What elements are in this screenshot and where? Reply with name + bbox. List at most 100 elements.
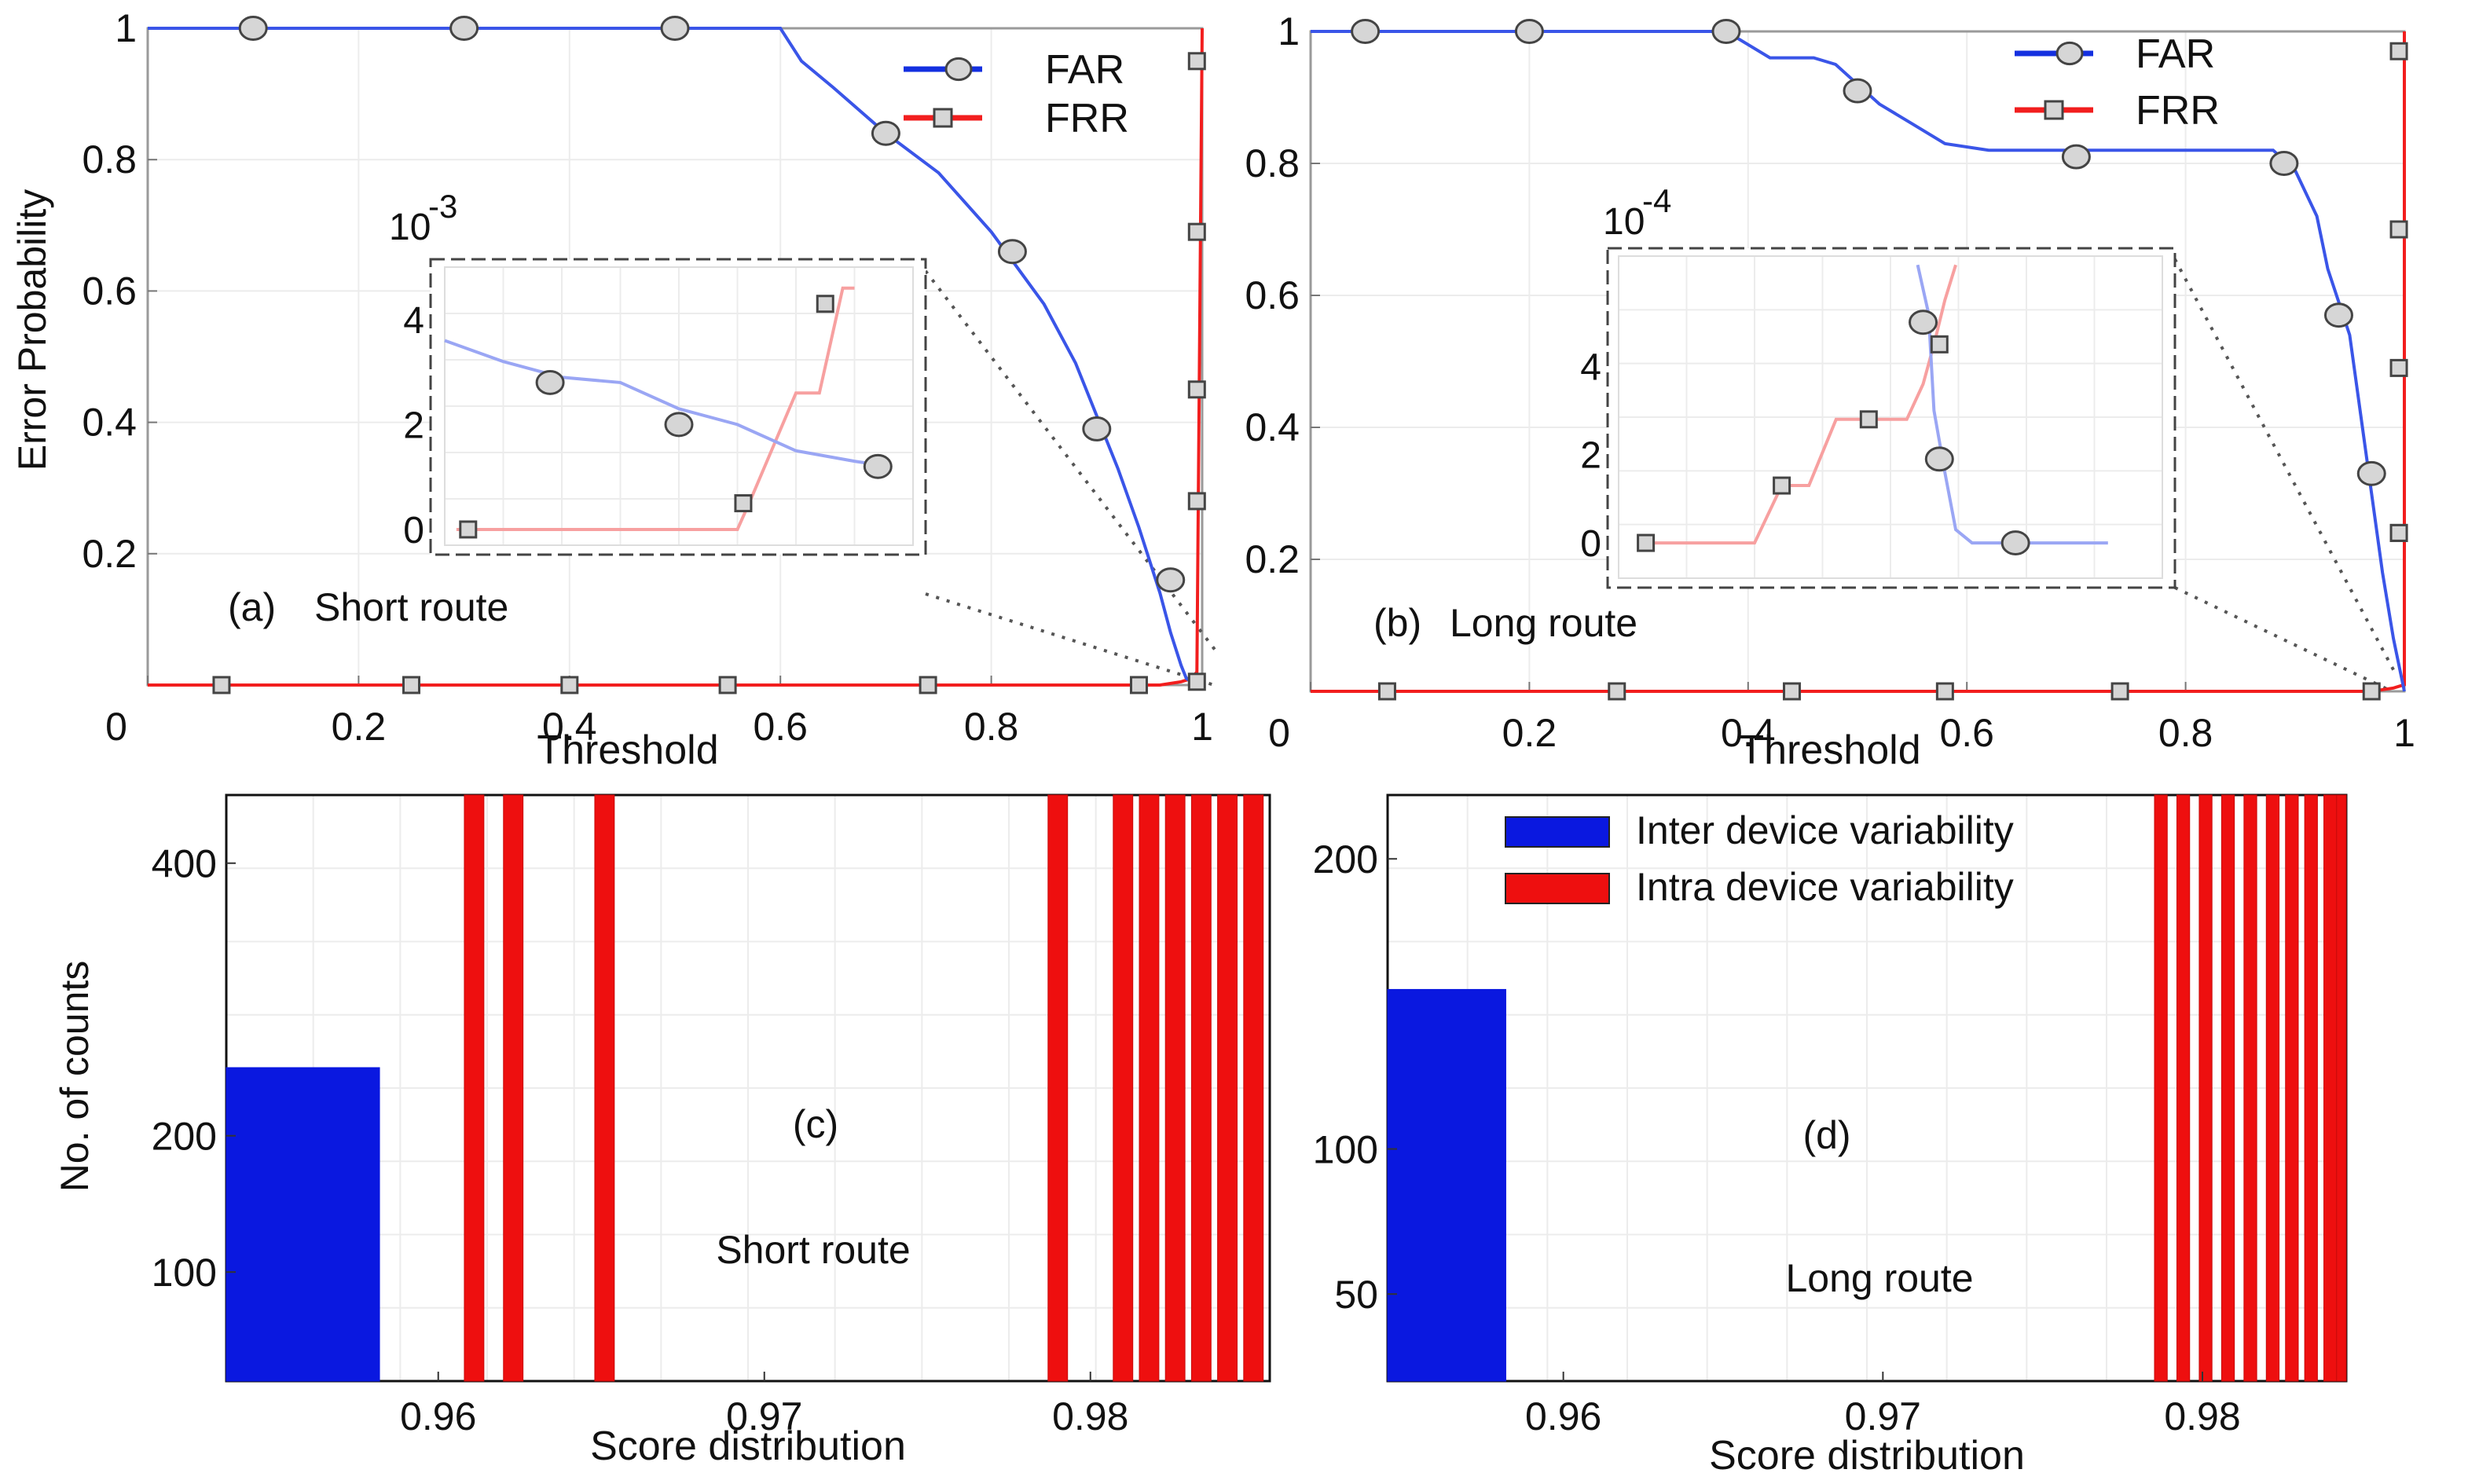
legend-far-label: FAR [2136,31,2215,77]
frr-marker [1782,682,1801,701]
inset-frr-marker [816,295,834,313]
x-tick-label: 0.98 [2164,1394,2240,1438]
x-tick-label: 0.6 [753,705,808,749]
inset-frr-marker [734,494,753,513]
far-marker [449,16,479,41]
frr-marker [1187,492,1206,511]
inset-far-marker [535,369,565,395]
inset-far-marker [1924,446,1954,472]
x-tick-label: 0.4 [542,705,597,749]
zoom-guide-line [924,269,1219,655]
y-tick-label: 0.2 [1245,537,1300,581]
far-marker [1082,416,1112,442]
legend-far-marker [944,57,973,82]
x-tick-label: 0.96 [1525,1394,1601,1438]
x-axis-label: Threshold [537,727,718,773]
inset-y-tick-label: 2 [1580,435,1601,477]
inset-frr-marker [1637,533,1656,552]
far-marker [2269,151,2299,176]
legend-intra-swatch [1505,873,1610,904]
panel-title: Long route [1785,1256,1973,1300]
x-tick-label: 1 [2393,711,2415,755]
x-axis-label: Threshold [1739,727,1920,773]
far-marker [2323,302,2353,328]
far-marker [1351,19,1381,44]
x-axis-label: Score distribution [1709,1433,2025,1479]
far-marker [238,16,268,41]
inset-far-marker [2000,530,2030,556]
intra-device-bar [1164,794,1186,1382]
intra-device-bar [2265,794,2280,1382]
line-chart-a: 0 0.2 0.4 0.6 0.8 1 0.2 0.4 0.6 0.8 1 Threshold Erro… [10,6,1219,773]
frr-marker [212,676,231,694]
panel-title: Long route [1450,601,1637,645]
frr-marker [1377,682,1396,701]
far-line [148,27,1203,687]
y-tick-label: 0.6 [1245,273,1300,317]
inset-y-tick-label: 4 [403,300,424,342]
inset-y-tick-label: 4 [1580,346,1601,388]
bar-chart-c: 0.96 0.97 0.98 100 200 400 Score distribution N… [53,793,1271,1469]
inset-exponent-base: 10 [1603,201,1645,243]
y-tick-label: 50 [1334,1273,1378,1317]
legend-frr-label: FRR [2136,88,2220,134]
y-tick-label: 0.2 [82,532,137,576]
far-marker [660,16,690,41]
zoom-guide-line [2173,258,2398,676]
intra-device-bar [1047,794,1069,1382]
panel-title: Short route [314,585,508,629]
intra-device-bar [1243,794,1264,1382]
y-tick-label: 200 [152,1115,217,1159]
inset-exponent-power: -3 [428,188,457,225]
panel-label: (b) [1373,601,1421,645]
frr-marker [1129,676,1148,694]
frr-marker [718,676,737,694]
intra-device-bar [1139,794,1160,1382]
frr-line [1311,31,2406,693]
inset-inner-frame [444,266,914,546]
y-axis-label: No. of counts [53,961,97,1193]
y-tick-label: 100 [1313,1128,1378,1172]
far-marker [1711,19,1741,44]
x-tick-label: 0.96 [400,1394,476,1438]
x-tick-label: 0.2 [1502,711,1557,755]
intra-device-bar [2220,794,2235,1382]
frr-marker [402,676,420,694]
zoom-guide-line [2174,586,2389,691]
inset-y-tick-label: 0 [403,510,424,551]
line-chart-b: 0 0.2 0.4 0.6 0.8 1 0.2 0.4 0.6 0.8 1 Threshold FAR F… [1245,9,2415,773]
intra-device-bar [2243,794,2257,1382]
zoom-guide-line [925,592,1215,687]
intra-device-bar [1190,794,1212,1382]
inset-frr-marker [1773,476,1791,495]
y-tick-label: 0.4 [1245,405,1300,449]
inset-exponent-base: 10 [389,207,431,248]
x-tick-label: 0 [1268,711,1290,755]
y-tick-label: 0.6 [82,269,137,313]
far-marker [1156,567,1186,593]
x-tick-label: 0.8 [964,705,1019,749]
frr-marker [1935,682,1954,701]
inset-far-marker [863,453,893,479]
y-tick-label: 100 [152,1251,217,1295]
frr-marker [2362,682,2381,701]
inset-far-marker [1909,310,1938,335]
frr-marker [2389,220,2408,239]
x-axis-label: Score distribution [590,1424,906,1469]
far-marker [1514,19,1544,44]
frr-marker [1187,222,1206,241]
inter-device-bar [1387,988,1506,1382]
frr-marker [2110,682,2129,701]
frr-marker [1187,52,1206,71]
inter-device-bar [226,1067,380,1382]
inset-b: 0 2 4 10-4 [1580,182,2176,589]
frr-marker [2389,523,2408,542]
intra-device-bar [2336,794,2347,1382]
x-tick-label: 0.97 [726,1394,802,1438]
far-marker [1843,78,1872,104]
inset-far-marker [664,412,694,438]
intra-device-bar [2285,794,2299,1382]
frr-marker [2389,42,2408,60]
frr-marker [560,676,579,694]
